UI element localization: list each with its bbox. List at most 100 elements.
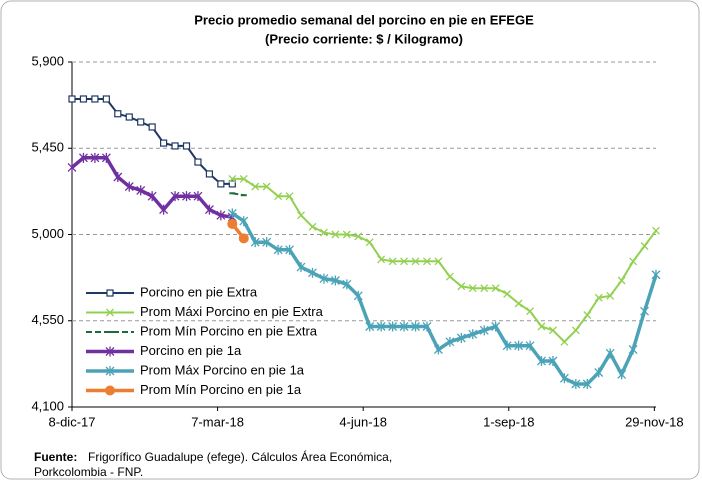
marker <box>274 192 283 201</box>
series <box>229 192 247 197</box>
marker <box>560 337 569 346</box>
series <box>68 95 236 188</box>
marker <box>319 228 328 237</box>
marker <box>79 95 88 103</box>
marker <box>124 181 134 192</box>
series <box>228 174 660 346</box>
marker <box>651 269 661 280</box>
marker <box>514 340 524 351</box>
marker <box>67 162 77 173</box>
marker <box>433 344 443 355</box>
series <box>67 152 237 223</box>
marker <box>285 244 295 255</box>
marker <box>319 273 329 284</box>
marker <box>354 232 363 241</box>
marker <box>365 238 374 247</box>
x-tick-label: 7-mar-18 <box>191 414 244 429</box>
marker <box>548 356 558 366</box>
legend-item: Prom Máxi Porcino en pie Extra <box>86 304 324 319</box>
marker <box>136 185 146 196</box>
marker <box>445 272 454 281</box>
marker <box>262 237 272 248</box>
marker <box>479 325 489 336</box>
x-tick-label: 4-jun-18 <box>339 414 387 429</box>
marker <box>559 373 569 384</box>
marker <box>330 275 340 286</box>
x-tick-label: 1-sep-18 <box>483 414 534 429</box>
marker <box>388 257 397 266</box>
marker <box>468 284 477 293</box>
marker <box>182 142 191 150</box>
marker <box>422 321 432 332</box>
marker <box>376 321 386 332</box>
legend-label: Prom Mín Porcino en pie Extra <box>140 323 318 338</box>
legend-marker <box>105 346 115 357</box>
marker <box>377 255 386 264</box>
legend-marker <box>105 366 115 376</box>
marker <box>491 284 500 293</box>
marker <box>239 174 248 183</box>
marker <box>170 191 180 202</box>
marker <box>594 367 604 378</box>
marker <box>468 329 478 340</box>
marker <box>78 152 88 163</box>
marker <box>388 321 398 332</box>
marker <box>434 257 443 266</box>
legend-marker <box>106 289 114 297</box>
marker <box>526 307 534 316</box>
marker <box>640 306 650 317</box>
marker <box>296 262 306 273</box>
marker <box>457 282 466 291</box>
series <box>227 208 661 389</box>
legend-marker <box>105 385 115 396</box>
legend-marker <box>106 308 114 317</box>
marker <box>640 242 649 250</box>
source: Frigorífico Guadalupe (efege). Cálculos … <box>88 449 392 464</box>
marker <box>342 279 352 290</box>
marker <box>423 257 431 266</box>
legend-label: Prom Mín Porcino en pie 1a <box>140 382 302 397</box>
marker <box>148 123 156 131</box>
marker <box>629 257 638 266</box>
marker <box>102 95 110 103</box>
marker <box>365 321 375 332</box>
legend-label: Porcino en pie Extra <box>140 284 258 299</box>
marker <box>205 170 214 178</box>
legend-label: Prom Máx Porcino en pie 1a <box>140 362 305 377</box>
marker <box>228 180 236 188</box>
marker <box>125 113 133 121</box>
marker <box>537 322 546 331</box>
series <box>227 218 249 244</box>
marker <box>411 321 420 332</box>
marker <box>250 237 260 248</box>
marker <box>91 95 99 103</box>
marker <box>652 226 660 235</box>
legend-item: Prom Máx Porcino en pie 1a <box>86 362 305 377</box>
marker <box>628 344 638 355</box>
marker <box>216 210 226 221</box>
marker <box>583 311 592 319</box>
marker <box>411 257 420 266</box>
marker <box>571 326 580 335</box>
marker <box>491 321 501 332</box>
marker <box>456 333 466 343</box>
marker <box>514 299 523 308</box>
marker <box>239 216 249 227</box>
legend-item: Prom Mín Porcino en pie Extra <box>86 323 318 338</box>
marker <box>480 284 489 293</box>
marker <box>273 244 283 255</box>
series-line <box>231 211 658 386</box>
marker <box>537 356 546 366</box>
marker <box>228 174 237 183</box>
marker <box>193 191 203 202</box>
marker <box>159 204 169 215</box>
y-tick-label: 5,450 <box>31 140 64 155</box>
marker <box>400 257 409 266</box>
marker <box>182 191 191 202</box>
marker <box>308 222 317 231</box>
marker <box>617 369 627 380</box>
marker <box>353 290 363 301</box>
source-label: Fuente: <box>34 450 77 464</box>
